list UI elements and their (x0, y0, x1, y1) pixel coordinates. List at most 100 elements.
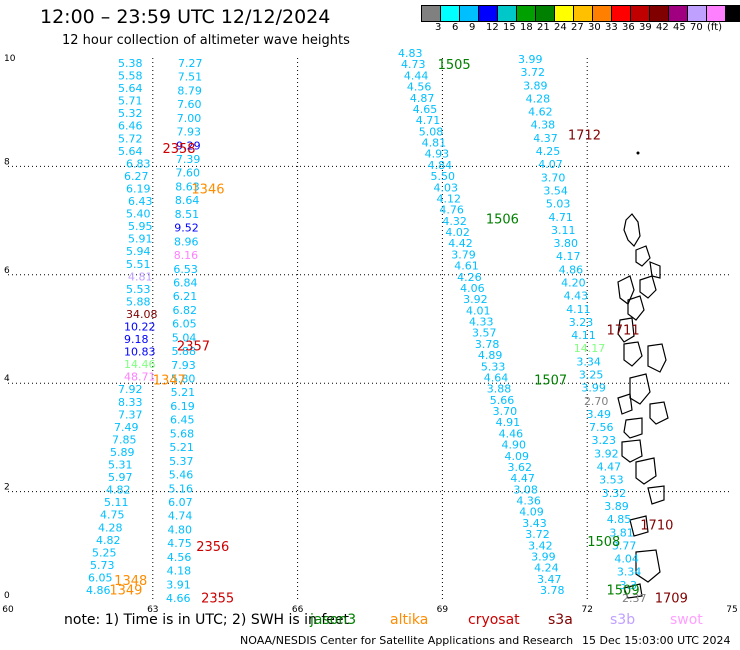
track-value: 3.79 (451, 248, 476, 261)
track-value: 4.62 (528, 106, 553, 119)
x-tick-label: 66 (292, 605, 304, 615)
pass-label: 1508 (587, 535, 620, 550)
x-tick-label: 69 (437, 605, 449, 615)
track-value: 3.92 (463, 293, 488, 306)
colorbar-label: 12 (486, 22, 499, 33)
track-value: 4.06 (460, 282, 485, 295)
y-tick-label: 4 (4, 374, 10, 384)
atoll-outline (617, 275, 635, 305)
track-value: 3.78 (475, 338, 500, 351)
track-value: 3.34 (617, 566, 642, 579)
track-value: 7.60 (176, 167, 201, 180)
track-value: 5.21 (169, 441, 194, 454)
track-value: 4.91 (496, 416, 521, 429)
track-value: 3.25 (579, 369, 604, 382)
y-tick-label: 8 (4, 157, 10, 167)
track-value: 4.87 (410, 92, 435, 105)
pass-label: 1348 (114, 574, 147, 589)
track-value: 6.83 (126, 157, 151, 170)
track-value: 7.56 (589, 421, 614, 434)
track-value: 4.09 (519, 506, 544, 519)
colorbar-label: 9 (469, 22, 476, 33)
track-value: 9.18 (124, 333, 149, 346)
track-value: 3.3 (619, 579, 637, 592)
track-value: 4.81 (422, 137, 447, 150)
track-value: 48.71 (124, 371, 156, 384)
track-value: 3.81 (609, 526, 634, 539)
track-value: 8.33 (118, 396, 143, 409)
track-value: 4.47 (510, 472, 534, 485)
track-value: 9.52 (174, 222, 199, 235)
track-value: 5.50 (431, 170, 456, 183)
track-value: 8.51 (175, 208, 200, 221)
track-value: 3.99 (581, 382, 606, 395)
track-value: 4.71 (548, 211, 573, 224)
pass-label: 2357 (177, 340, 210, 355)
track-value: 4.02 (445, 226, 470, 239)
y-tick-label: 2 (4, 483, 10, 493)
footer-timestamp: 15 Dec 15:03:00 UTC 2024 (582, 634, 731, 647)
y-tick-label: 10 (4, 54, 16, 64)
x-tick-label: 75 (726, 605, 737, 615)
track-value: 5.16 (168, 482, 193, 495)
track-value: 4.43 (564, 290, 589, 303)
track-value: 5.38 (118, 57, 143, 70)
atoll-outline (627, 295, 645, 321)
colorbar-legend (421, 5, 740, 22)
track-value: 4.20 (561, 276, 586, 289)
atoll-outline (623, 583, 643, 599)
atoll-outline (647, 343, 667, 373)
atoll-outline (623, 213, 641, 247)
track-value: 5.91 (128, 233, 153, 246)
track-value: 4.93 (425, 148, 450, 161)
pass-label: 1509 (607, 584, 640, 599)
pass-label: 1507 (534, 373, 567, 388)
track-value: 3.11 (551, 224, 576, 237)
colorbar-label: 45 (673, 22, 686, 33)
track-value: 7.49 (114, 421, 139, 434)
track-value: 5.64 (118, 145, 143, 158)
track-value: 3.08 (513, 483, 538, 496)
atoll-outline (629, 373, 651, 405)
track-value: 5.68 (170, 427, 195, 440)
track-value: 3.89 (604, 500, 629, 513)
track-value: 3.34 (576, 355, 601, 368)
atoll-outline (623, 417, 643, 439)
pass-label: 2355 (201, 592, 234, 607)
track-value: 4.17 (556, 250, 581, 263)
track-value: 5.58 (118, 70, 143, 83)
track-value: 4.82 (106, 484, 131, 497)
pass-label: 1506 (486, 212, 519, 227)
track-value: 5.66 (490, 394, 515, 407)
track-value: 5.88 (126, 295, 151, 308)
track-value: 3.32 (602, 487, 627, 500)
track-value: 5.21 (171, 386, 196, 399)
track-value: 5.88 (172, 345, 197, 358)
track-value: 4.46 (499, 427, 524, 440)
track-value: 7.27 (178, 57, 203, 70)
track-value: 5.97 (108, 471, 133, 484)
colorbar-label: 36 (622, 22, 635, 33)
track-value: 4.66 (166, 592, 191, 605)
track-value: 5.03 (546, 198, 571, 211)
track-value: 4.80 (168, 523, 193, 536)
track-value: 4.28 (526, 92, 551, 105)
track-value: 4.18 (167, 565, 192, 578)
track-value: 14.46 (124, 358, 156, 371)
colorbar-label: 33 (605, 22, 618, 33)
track-value: 2.37 (622, 592, 647, 605)
colorbar-label: 3 (435, 22, 442, 33)
track-value: 4.07 (538, 158, 563, 171)
track-value: 4.90 (502, 439, 526, 452)
track-value: 5.73 (90, 559, 115, 572)
track-value: 4.04 (614, 553, 639, 566)
pass-label: 1710 (640, 519, 673, 534)
track-value: 8.79 (177, 84, 202, 97)
pass-label: 2356 (196, 540, 229, 555)
track-value: 8.16 (174, 249, 199, 262)
track-value: 7.51 (178, 71, 203, 84)
track-value: 4.64 (484, 371, 509, 384)
track-value: 4.09 (505, 450, 530, 463)
